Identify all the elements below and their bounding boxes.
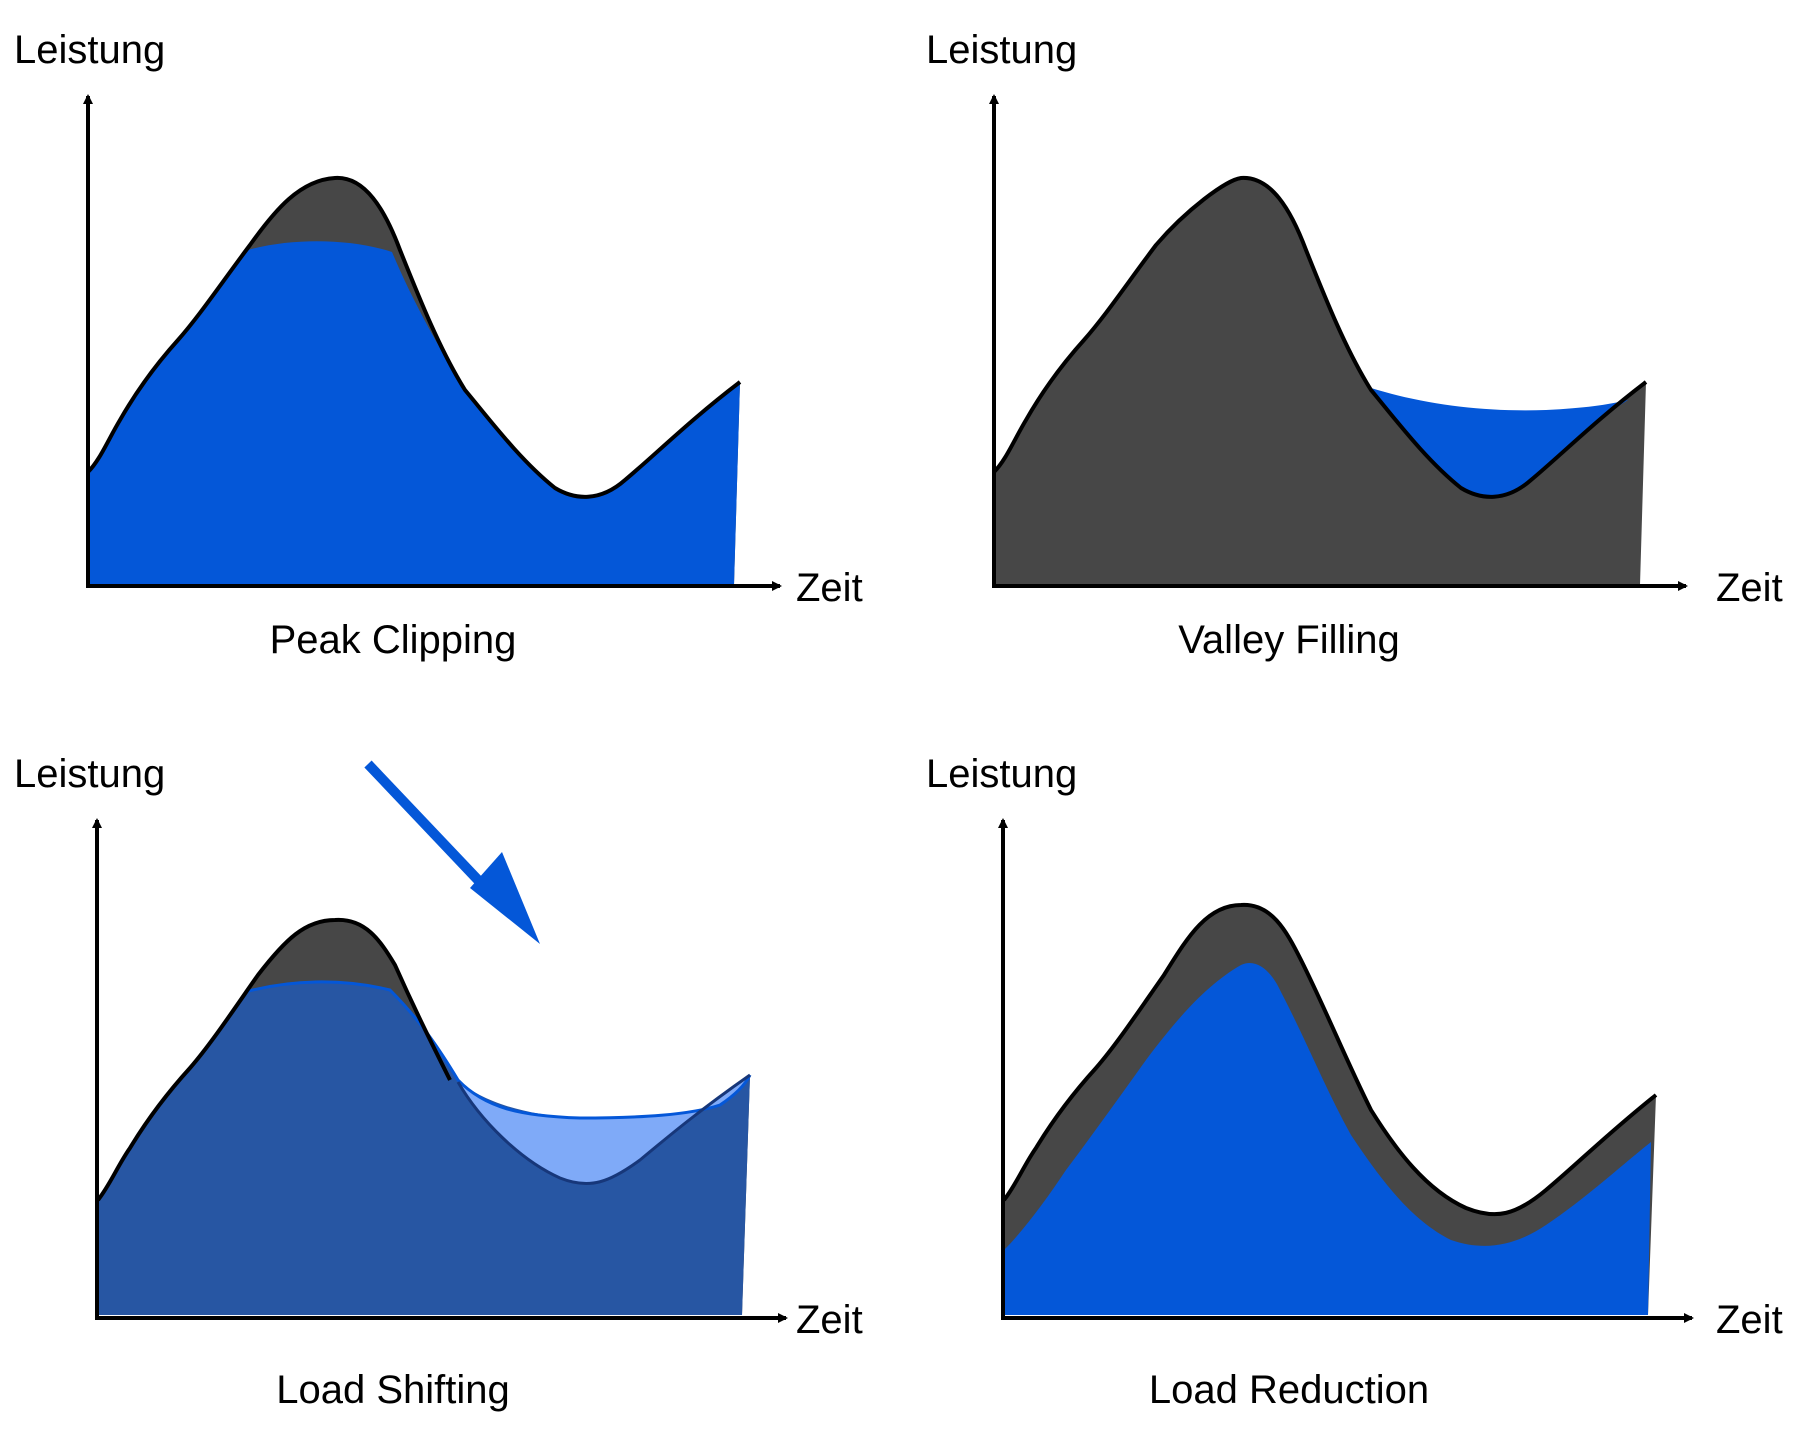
original-valley-outline bbox=[456, 1073, 751, 1186]
x-axis-label: Zeit bbox=[1716, 566, 1783, 610]
valley-filling-graphic bbox=[989, 94, 1688, 591]
y-axis-label: Leistung bbox=[14, 28, 166, 72]
clipped-load-area bbox=[88, 241, 740, 585]
y-axis-label: Leistung bbox=[14, 752, 166, 796]
load-shifting-graphic bbox=[92, 760, 788, 1323]
panel-peak-clipping: Leistung Zeit Peak Clipping bbox=[0, 0, 906, 708]
shift-arrow-head bbox=[470, 852, 540, 944]
panel-caption: Valley Filling bbox=[1178, 618, 1400, 662]
load-curve-outline bbox=[1002, 902, 1658, 1217]
load-reduction-graphic bbox=[998, 818, 1694, 1323]
x-axis-label: Zeit bbox=[796, 566, 863, 610]
peak-clipping-graphic bbox=[83, 94, 782, 591]
panel-caption: Load Reduction bbox=[1148, 1368, 1430, 1412]
x-axis-label: Zeit bbox=[1716, 1298, 1783, 1342]
y-axis-label: Leistung bbox=[926, 28, 1078, 72]
load-curve-outline bbox=[96, 917, 452, 1202]
original-load-area bbox=[994, 177, 1646, 585]
panel-caption: Load Shifting bbox=[276, 1368, 510, 1412]
load-curve-outline bbox=[992, 175, 1648, 499]
x-axis-label: Zeit bbox=[796, 1298, 863, 1342]
panel-caption: Peak Clipping bbox=[269, 618, 517, 662]
shifted-to-valley-area bbox=[458, 1075, 750, 1184]
panel-valley-filling: Leistung Zeit Valley Filling bbox=[906, 0, 1812, 708]
panel-load-reduction: Leistung Zeit Load Reduction bbox=[906, 730, 1812, 1438]
panel-load-shifting: Leistung Zeit Load Shifting bbox=[0, 730, 906, 1438]
valley-fill-area bbox=[1371, 388, 1628, 497]
shifted-load-area bbox=[98, 981, 750, 1315]
reduced-load-area bbox=[1004, 963, 1651, 1315]
shift-arrow-shaft bbox=[364, 760, 482, 884]
load-curve-outline bbox=[86, 175, 742, 499]
shifted-curve-outline bbox=[244, 980, 752, 1120]
y-axis-label: Leistung bbox=[926, 752, 1078, 796]
